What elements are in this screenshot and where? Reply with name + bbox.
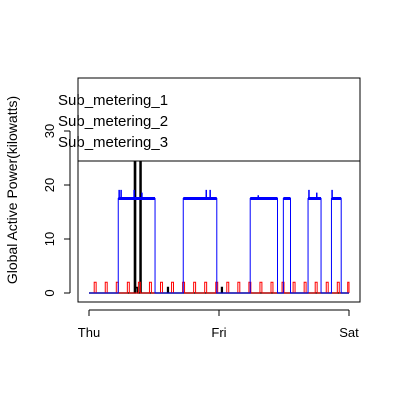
- x-tick-label: Thu: [78, 325, 100, 340]
- legend-entry-sub-metering-1: Sub_metering_1: [58, 92, 168, 109]
- legend-entry-sub-metering-2: Sub_metering_2: [58, 113, 168, 130]
- y-tick-label: 20: [42, 178, 57, 192]
- y-tick-label: 10: [42, 232, 57, 246]
- y-axis: 0 10 20 30: [42, 124, 71, 297]
- x-axis: Thu Fri Sat: [78, 309, 359, 340]
- legend-entry-sub-metering-3: Sub_metering_3: [58, 134, 168, 151]
- y-tick-label: 0: [42, 289, 57, 296]
- legend-box: [77, 77, 361, 162]
- legend: Sub_metering_1 Sub_metering_2 Sub_meteri…: [58, 77, 361, 162]
- x-tick-label: Fri: [211, 325, 226, 340]
- y-tick-label: 30: [42, 124, 57, 138]
- y-axis-title: Global Active Power(kilowatts): [4, 96, 20, 284]
- series-line-sub-metering-2: [89, 281, 350, 294]
- series-line-sub-metering-3: [89, 189, 349, 294]
- x-tick-label: Sat: [339, 325, 359, 340]
